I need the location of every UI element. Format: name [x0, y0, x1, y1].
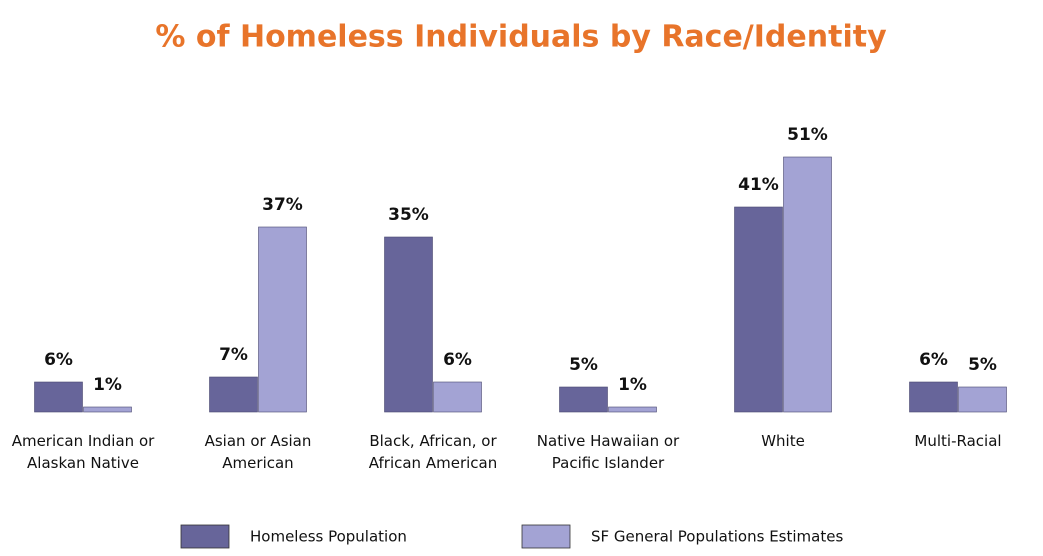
- x-tick-label: Native Hawaiian or Pacific Islander: [536, 432, 680, 472]
- value-label: 51%: [787, 125, 828, 145]
- value-label: 6%: [919, 350, 948, 370]
- x-tick-label: Black, African, or African American: [368, 432, 498, 472]
- bar: [783, 156, 832, 413]
- value-label: 5%: [968, 355, 997, 375]
- bar: [734, 206, 783, 413]
- value-label: 35%: [388, 205, 429, 225]
- value-label: 1%: [618, 375, 647, 395]
- chart-title: % of Homeless Individuals by Race/Identi…: [155, 20, 887, 55]
- bar: [909, 381, 958, 413]
- bar: [83, 406, 132, 413]
- bar: [559, 386, 608, 413]
- legend-label: Homeless Population: [250, 528, 407, 546]
- value-label: 37%: [262, 195, 303, 215]
- value-label: 41%: [738, 175, 779, 195]
- value-label: 5%: [569, 355, 598, 375]
- legend-label: SF General Populations Estimates: [591, 528, 843, 546]
- x-tick-label: Multi-Racial: [914, 432, 1002, 450]
- value-label: 7%: [219, 345, 248, 365]
- bar: [958, 386, 1007, 413]
- legend-swatch: [521, 524, 571, 549]
- bar: [433, 381, 482, 413]
- value-label: 6%: [443, 350, 472, 370]
- bar: [384, 236, 433, 413]
- value-label: 1%: [93, 375, 122, 395]
- bar: [608, 406, 657, 413]
- bar: [258, 226, 307, 413]
- x-tick-label: American Indian or Alaskan Native: [11, 432, 155, 472]
- value-label: 6%: [44, 350, 73, 370]
- x-tick-label: White: [761, 432, 805, 450]
- bar: [34, 381, 83, 413]
- x-tick-label: Asian or Asian American: [204, 432, 312, 472]
- bar: [209, 376, 258, 413]
- legend-swatch: [180, 524, 230, 549]
